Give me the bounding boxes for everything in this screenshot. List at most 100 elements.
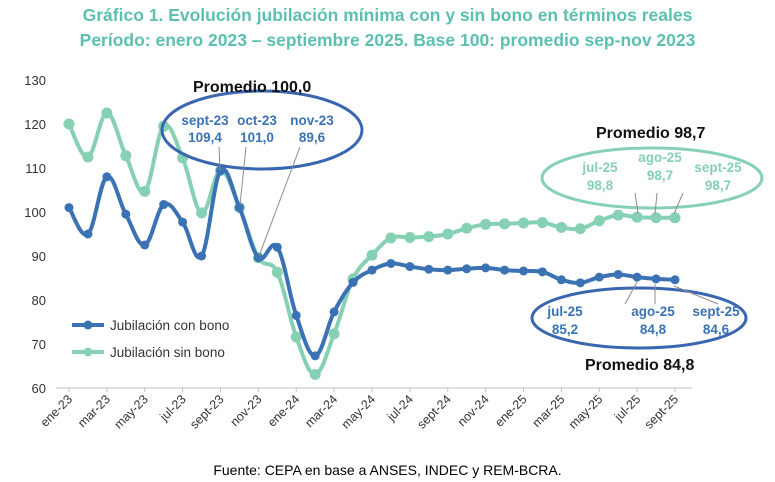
x-tick-label: sept-25 [642, 392, 681, 431]
data-point-con-bono-feb-25 [537, 267, 547, 277]
data-point-con-bono-ene-25 [519, 266, 528, 276]
data-point-sin-bono-ene-25 [518, 217, 529, 229]
x-tick-label: may-23 [111, 392, 150, 431]
annotation-jul25c-label: jul-25 [546, 304, 583, 319]
data-point-sin-bono-ago-24 [423, 231, 435, 243]
data-point-con-bono-mar-24 [329, 307, 339, 317]
y-tick-label: 80 [32, 293, 46, 308]
data-point-con-bono-mar-23 [102, 172, 112, 182]
x-tick-label: ene-24 [265, 392, 302, 429]
leader-sep23 [218, 146, 221, 171]
source-note: Fuente: CEPA en base a ANSES, INDEC y RE… [213, 462, 562, 478]
annotation-jul25s-label: jul-25 [581, 160, 618, 175]
legend-marker-con-bono [83, 320, 93, 330]
annotation-sep25s-value: 98,7 [705, 178, 731, 193]
data-point-sin-bono-jul-25 [631, 211, 643, 223]
y-tick-label: 60 [32, 381, 46, 396]
data-point-con-bono-jun-24 [386, 258, 396, 268]
chart-title: Gráfico 1. Evolución jubilación mínima c… [82, 5, 693, 25]
data-point-sin-bono-ago-25 [650, 212, 662, 224]
chart-subtitle: Período: enero 2023 – septiembre 2025. B… [79, 30, 696, 50]
annotation-promedio-100: Promedio 100,0 [193, 79, 311, 96]
data-point-sin-bono-ene-24 [290, 331, 302, 343]
data-point-con-bono-ago-25 [651, 274, 661, 284]
y-tick-label: 70 [32, 337, 46, 352]
data-point-sin-bono-jul-24 [404, 232, 416, 244]
data-point-sin-bono-nov-24 [480, 218, 492, 230]
y-tick-label: 120 [24, 117, 46, 132]
annotation-oct23-label: oct-23 [237, 113, 277, 128]
data-point-sin-bono-sept-24 [442, 228, 454, 240]
data-point-con-bono-ago-24 [424, 264, 434, 274]
data-point-con-bono-oct-23 [234, 203, 244, 213]
annotation-ago25s-label: ago-25 [638, 150, 682, 165]
x-tick-label: ene-25 [492, 392, 529, 429]
data-point-con-bono-abr-23 [121, 209, 131, 219]
data-point-sin-bono-may-25 [593, 215, 605, 227]
data-point-con-bono-jun-25 [613, 269, 623, 279]
y-axis: 60 70 80 90 100 110 120 130 [24, 73, 46, 396]
data-point-sin-bono-mar-23 [101, 107, 113, 119]
x-tick-label: nov-23 [228, 392, 265, 429]
data-point-con-bono-dic-24 [500, 265, 510, 275]
data-point-con-bono-mar-25 [556, 275, 566, 285]
data-point-sin-bono-abr-25 [574, 223, 586, 235]
data-point-con-bono-feb-23 [83, 229, 93, 239]
data-point-sin-bono-ene-23 [63, 118, 75, 130]
annotation-promedio-84-8: Promedio 84,8 [585, 357, 694, 374]
data-point-sin-bono-mar-25 [555, 221, 567, 233]
annotation-jul25s-value: 98,8 [587, 178, 614, 193]
data-point-con-bono-sept-25 [670, 275, 680, 285]
x-tick-label: jul-24 [384, 392, 416, 424]
annotation-sep25s-label: sept-25 [694, 160, 742, 175]
data-point-sin-bono-jun-25 [612, 209, 624, 221]
annotation-sep25c-value: 84,6 [703, 322, 730, 337]
y-tick-label: 110 [25, 161, 46, 176]
legend-label-sin-bono: Jubilación sin bono [110, 345, 225, 360]
x-tick-label: ene-23 [38, 392, 75, 429]
data-point-sin-bono-abr-23 [120, 150, 132, 162]
leader-sep25c [673, 285, 719, 305]
data-point-con-bono-ene-24 [291, 310, 301, 320]
data-point-con-bono-abr-24 [348, 277, 358, 287]
leader-sep25s [673, 192, 684, 215]
annotation-nov23-label: nov-23 [290, 113, 334, 128]
data-point-sin-bono-may-24 [366, 249, 378, 261]
data-point-sin-bono-feb-24 [309, 368, 321, 380]
data-point-sin-bono-oct-24 [461, 222, 473, 234]
data-point-con-bono-oct-24 [462, 264, 472, 274]
annotation-ago25c-label: ago-25 [631, 304, 675, 319]
annotation-sep23-value: 109,4 [188, 130, 222, 145]
series-line-sin-bono [67, 111, 676, 377]
data-point-con-bono-feb-24 [310, 351, 320, 361]
data-point-con-bono-nov-23 [253, 253, 263, 263]
data-point-con-bono-may-25 [594, 272, 604, 282]
data-point-con-bono-jun-23 [159, 200, 169, 210]
y-tick-label: 130 [24, 73, 46, 88]
annotation-ago25c-value: 84,8 [640, 322, 667, 337]
data-point-sin-bono-mar-24 [328, 328, 340, 340]
data-point-sin-bono-feb-25 [536, 217, 548, 229]
data-point-con-bono-jul-23 [178, 217, 188, 227]
annotation-oct23-value: 101,0 [240, 130, 274, 145]
x-tick-label: mar-23 [75, 392, 113, 430]
leader-oct23 [239, 146, 247, 206]
x-tick-label: mar-24 [302, 392, 340, 430]
callout-ellipse-con-bono-25 [530, 286, 748, 350]
x-tick-label: jul-25 [611, 392, 643, 424]
series-group [63, 107, 681, 380]
annotation-sep23-label: sept-23 [181, 113, 229, 128]
annotation-ago25s-value: 98,7 [647, 168, 673, 183]
x-tick-label: nov-24 [455, 392, 492, 429]
legend-marker-sin-bono [83, 347, 93, 357]
x-tick-label: sept-24 [414, 392, 453, 431]
x-tick-label: jul-23 [157, 392, 189, 424]
x-tick-label: mar-25 [530, 392, 568, 430]
data-point-sin-bono-sept-25 [669, 212, 681, 224]
data-point-con-bono-ene-23 [64, 203, 74, 213]
annotation-promedio-98-7: Promedio 98,7 [596, 125, 705, 142]
data-point-sin-bono-feb-23 [82, 151, 94, 163]
leader-nov23 [258, 146, 301, 257]
